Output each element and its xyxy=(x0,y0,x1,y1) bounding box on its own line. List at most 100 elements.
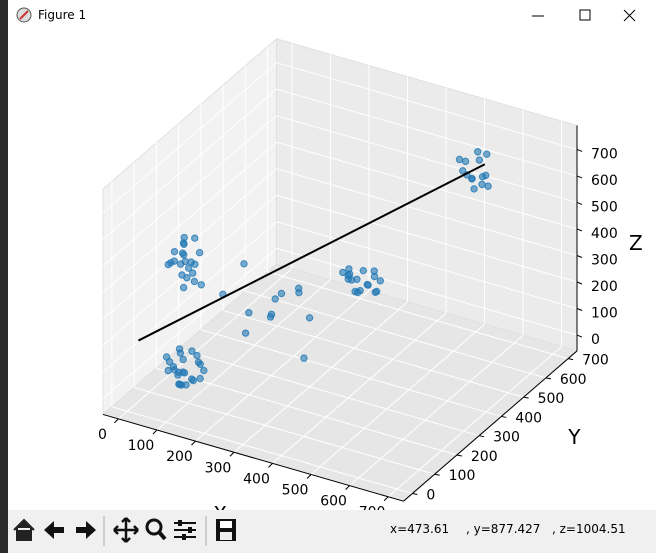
point xyxy=(483,150,491,158)
point xyxy=(305,314,314,322)
x-tick-label: 500 xyxy=(282,482,309,498)
point xyxy=(245,309,253,317)
home-button[interactable] xyxy=(13,518,35,541)
point xyxy=(191,260,199,268)
grid-line xyxy=(134,386,435,475)
grid-line xyxy=(276,168,578,256)
forward-button[interactable] xyxy=(76,521,96,539)
grid-line xyxy=(102,88,277,240)
z-tick-label: 600 xyxy=(591,173,618,189)
z-tick-label: 400 xyxy=(591,226,618,242)
point xyxy=(167,259,175,267)
pan-button[interactable] xyxy=(113,517,139,543)
tick-mark xyxy=(191,440,196,446)
point xyxy=(300,354,308,362)
grid-line xyxy=(272,312,447,464)
toolbar-buttons[interactable] xyxy=(8,510,248,553)
y-tick-label: 0 xyxy=(426,487,435,503)
plot-canvas: 0 100 200 300 400 500 600 700 0 100 200 300 400 500 60… xyxy=(98,37,643,510)
y-tick-label: 400 xyxy=(515,410,542,426)
tick-mark xyxy=(576,308,583,311)
close[interactable] xyxy=(623,9,636,22)
point xyxy=(363,280,371,289)
point xyxy=(170,247,179,256)
point xyxy=(178,271,186,279)
background-strip xyxy=(0,0,8,553)
grid-line xyxy=(387,346,562,498)
status-y: , y=877.427 xyxy=(466,522,541,536)
point xyxy=(344,271,352,280)
y-tick-label: 500 xyxy=(538,391,565,407)
grid-line xyxy=(276,141,578,230)
y-tick-label: 200 xyxy=(471,449,498,465)
point xyxy=(277,289,286,298)
y-tick-label: 300 xyxy=(493,430,520,446)
point xyxy=(474,148,482,156)
point xyxy=(372,287,381,296)
point xyxy=(240,260,248,268)
grid-line xyxy=(102,141,277,293)
toolbar: x=473.61 , y=877.427 , z=1004.51 xyxy=(8,510,656,553)
point xyxy=(175,345,184,353)
grid-line xyxy=(276,88,578,177)
point xyxy=(455,155,464,164)
zoom-button[interactable] xyxy=(145,518,167,541)
point xyxy=(195,248,204,257)
tick-mark xyxy=(268,463,273,468)
x-tick-label: 300 xyxy=(205,460,232,476)
point xyxy=(241,329,250,337)
z-tick-label: 100 xyxy=(591,306,618,322)
point xyxy=(468,174,476,183)
window-controls[interactable] xyxy=(516,0,656,32)
grid-line xyxy=(245,290,546,379)
tick-mark xyxy=(479,435,485,438)
point xyxy=(179,283,188,292)
tick-mark xyxy=(568,358,574,361)
x-tick-label: 200 xyxy=(166,449,193,465)
tick-mark xyxy=(523,396,529,399)
point xyxy=(170,366,178,374)
tick-mark xyxy=(576,255,583,258)
tick-mark xyxy=(114,418,119,424)
point xyxy=(196,374,204,383)
point xyxy=(180,251,188,259)
window-title: Figure 1 xyxy=(38,8,87,22)
z-tick-label: 300 xyxy=(591,252,618,268)
point xyxy=(356,286,364,295)
point xyxy=(482,171,490,180)
grid-line xyxy=(118,268,293,420)
point xyxy=(353,275,361,283)
grid-line xyxy=(178,348,480,437)
back-button[interactable] xyxy=(44,521,64,539)
grid-line xyxy=(222,309,524,398)
save-button[interactable] xyxy=(216,519,236,541)
point xyxy=(484,182,492,190)
point xyxy=(184,264,193,272)
grid-line xyxy=(276,221,578,309)
point xyxy=(200,366,208,375)
point xyxy=(177,381,186,389)
z-tick-label: 700 xyxy=(591,146,618,162)
point xyxy=(193,351,201,360)
point xyxy=(295,288,303,297)
tick-mark xyxy=(576,281,583,285)
z-axis-label: Z xyxy=(629,231,643,255)
grid-line xyxy=(310,323,485,475)
y-tick-label: 700 xyxy=(582,353,609,369)
x-tick-label: 400 xyxy=(243,471,270,487)
x-tick-label: 600 xyxy=(320,494,347,510)
x-tick-label: 100 xyxy=(128,438,155,454)
tick-mark xyxy=(456,454,462,457)
point xyxy=(188,347,196,355)
point xyxy=(190,277,199,286)
grid-line xyxy=(276,115,578,203)
tick-mark xyxy=(501,415,507,418)
maximize[interactable] xyxy=(579,9,591,21)
grid-line xyxy=(276,62,578,150)
point xyxy=(176,260,185,268)
x-axis-line xyxy=(102,413,404,502)
x-axis-label: X xyxy=(213,502,227,510)
configure-button[interactable] xyxy=(174,520,196,540)
point xyxy=(461,157,470,166)
x-tick-label: 700 xyxy=(359,505,386,510)
